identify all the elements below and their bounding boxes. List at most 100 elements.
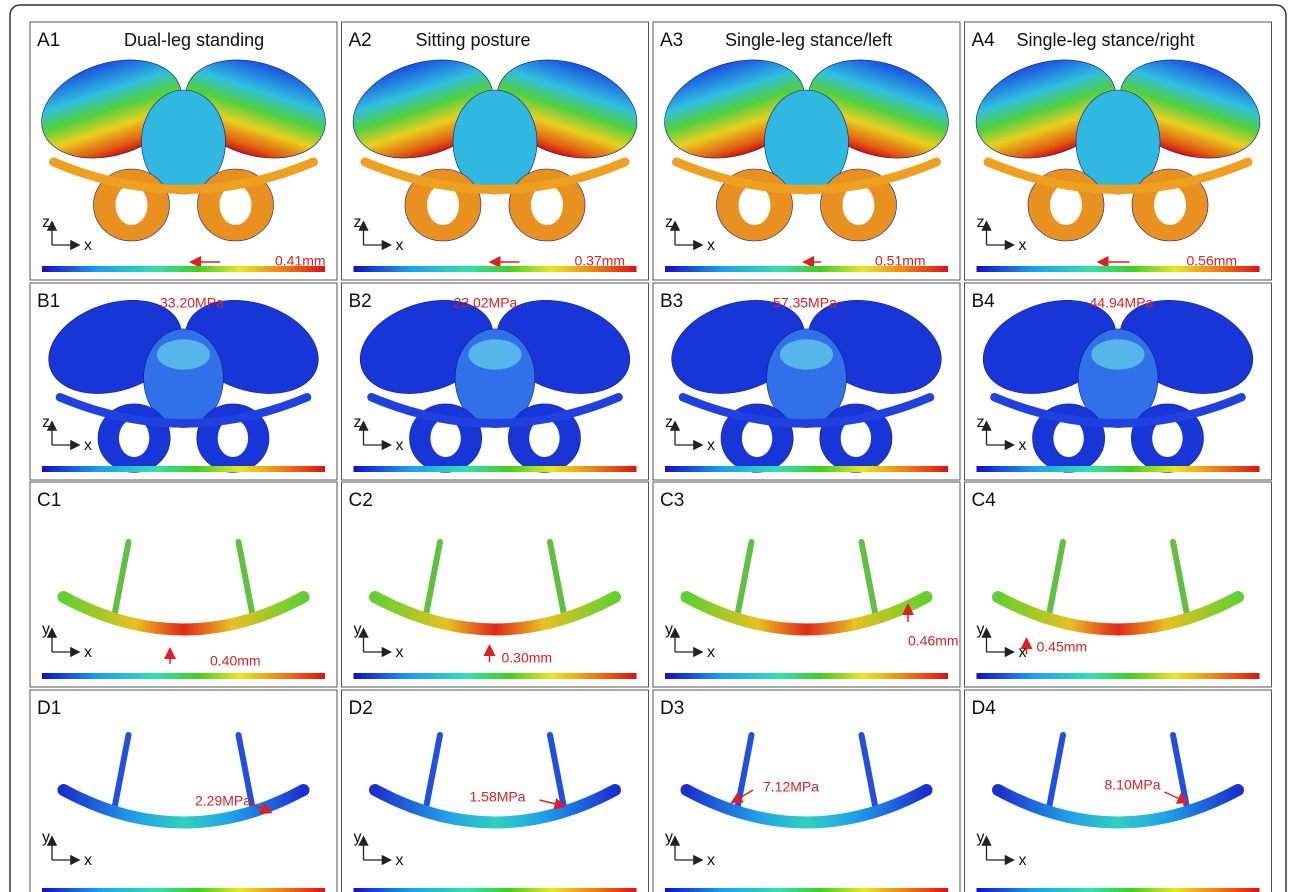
axis-label: x xyxy=(84,852,92,869)
annotation: 0.45mm xyxy=(1037,639,1088,655)
axis-label: y xyxy=(354,829,362,846)
color-bar xyxy=(42,673,325,679)
panel: C3 0.46mm y x xyxy=(653,482,960,687)
axis-label: x xyxy=(707,644,715,661)
axis-label: y xyxy=(665,621,673,638)
color-bar xyxy=(977,673,1260,679)
panel-label: A1 xyxy=(37,30,60,51)
axis-label: z xyxy=(354,214,362,231)
axis-label: x xyxy=(396,852,404,869)
axis-label: x xyxy=(396,644,404,661)
panel: D2 1.58MPa y x xyxy=(342,690,649,892)
color-bar xyxy=(665,466,948,472)
color-bar xyxy=(42,888,325,892)
annotation: 33.20MPa xyxy=(160,295,224,311)
axis-label: z xyxy=(977,214,985,231)
axis-label: y xyxy=(977,621,985,638)
color-bar xyxy=(354,673,637,679)
panel: B1 33.20MPa z x xyxy=(30,283,337,480)
annotation: 44.94MPa xyxy=(1090,295,1154,311)
panel-label: C2 xyxy=(349,490,373,511)
axis-label: x xyxy=(1019,237,1027,254)
axis-label: z xyxy=(42,414,50,431)
panel: D4 8.10MPa y x xyxy=(965,690,1272,892)
panel-title: Single-leg stance/right xyxy=(1017,30,1195,50)
color-bar xyxy=(977,888,1260,892)
panel-label: B2 xyxy=(349,291,372,312)
axis-label: x xyxy=(84,237,92,254)
panel: C1 0.40mm y x xyxy=(30,482,337,687)
panel-label: D4 xyxy=(972,698,997,719)
axis-label: x xyxy=(1019,852,1027,869)
axis-label: y xyxy=(977,829,985,846)
stress-spot xyxy=(1091,339,1144,369)
color-bar xyxy=(977,466,1260,472)
axis-label: x xyxy=(707,437,715,454)
panel-label: D3 xyxy=(660,698,684,719)
panel-title: Sitting posture xyxy=(416,30,531,50)
annotation: 0.40mm xyxy=(210,653,261,669)
axis-label: x xyxy=(396,237,404,254)
color-bar xyxy=(354,888,637,892)
panel: A3Single-leg stance/left0.51mmzx xyxy=(652,22,961,280)
panel-title: Dual-leg standing xyxy=(124,30,264,50)
annotation: 0.46mm xyxy=(908,633,959,649)
panel-label: A3 xyxy=(660,30,683,51)
axis-label: x xyxy=(1019,644,1027,661)
axis-label: z xyxy=(42,214,50,231)
panel-label: C1 xyxy=(37,490,61,511)
panel: D3 7.12MPa y x xyxy=(653,690,960,892)
panel-label: B1 xyxy=(37,291,60,312)
axis-label: z xyxy=(977,414,985,431)
annotation: 23.02MPa xyxy=(454,295,518,311)
axis-label: y xyxy=(42,829,50,846)
color-bar xyxy=(354,466,637,472)
annotation: 57.35MPa xyxy=(773,295,837,311)
figure: A1Dual-leg standing0.41mmzxA2Sitting pos… xyxy=(0,0,1292,892)
panel-label: D2 xyxy=(349,698,373,719)
axis-label: z xyxy=(665,214,673,231)
panel: B444.94MPazx xyxy=(965,283,1272,480)
panel: D1 2.29MPa y x xyxy=(30,690,337,892)
panel-frame xyxy=(653,482,960,687)
annotation: 8.10MPa xyxy=(1105,777,1161,793)
panel: C2 0.30mm y x xyxy=(342,482,649,687)
panel: B357.35MPazx xyxy=(653,283,960,480)
panel-label: C3 xyxy=(660,490,684,511)
panel-label: D1 xyxy=(37,698,61,719)
color-bar xyxy=(665,888,948,892)
color-bar xyxy=(665,266,948,272)
panel-frame xyxy=(30,482,337,687)
color-bar xyxy=(665,673,948,679)
panel-label: C4 xyxy=(972,490,997,511)
panel-frame xyxy=(342,482,649,687)
annotation: 1.58MPa xyxy=(470,789,526,805)
stress-spot xyxy=(468,339,521,369)
axis-label: y xyxy=(354,621,362,638)
axis-label: x xyxy=(84,644,92,661)
panel: C4 0.45mm y x xyxy=(965,482,1272,687)
stress-spot xyxy=(780,339,833,369)
page: A1Dual-leg standing0.41mmzxA2Sitting pos… xyxy=(0,0,1292,892)
panel-label: A4 xyxy=(972,30,996,51)
panel-label: A2 xyxy=(349,30,372,51)
axis-label: z xyxy=(665,414,673,431)
color-bar xyxy=(977,266,1260,272)
axis-label: y xyxy=(42,621,50,638)
annotation: 2.29MPa xyxy=(195,793,251,809)
color-bar xyxy=(42,466,325,472)
axis-label: x xyxy=(84,437,92,454)
axis-label: x xyxy=(396,437,404,454)
color-bar xyxy=(42,266,325,272)
annotation: 7.12MPa xyxy=(763,779,819,795)
axis-label: x xyxy=(707,852,715,869)
panel-title: Single-leg stance/left xyxy=(725,30,892,50)
axis-label: y xyxy=(665,829,673,846)
axis-label: x xyxy=(707,237,715,254)
annotation: 0.30mm xyxy=(502,650,553,666)
color-bar xyxy=(354,266,637,272)
stress-spot xyxy=(157,339,210,369)
